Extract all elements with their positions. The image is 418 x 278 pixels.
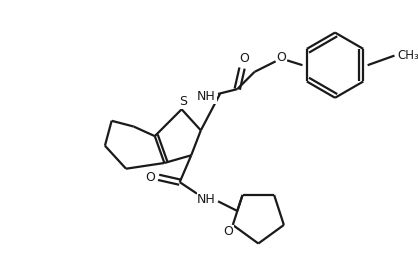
Text: S: S xyxy=(180,95,188,108)
Text: NH: NH xyxy=(197,193,216,206)
Text: O: O xyxy=(223,225,233,238)
Text: O: O xyxy=(239,52,249,65)
Text: NH: NH xyxy=(197,90,216,103)
Text: CH₃: CH₃ xyxy=(397,49,418,62)
Text: O: O xyxy=(145,171,155,184)
Text: O: O xyxy=(276,51,286,64)
